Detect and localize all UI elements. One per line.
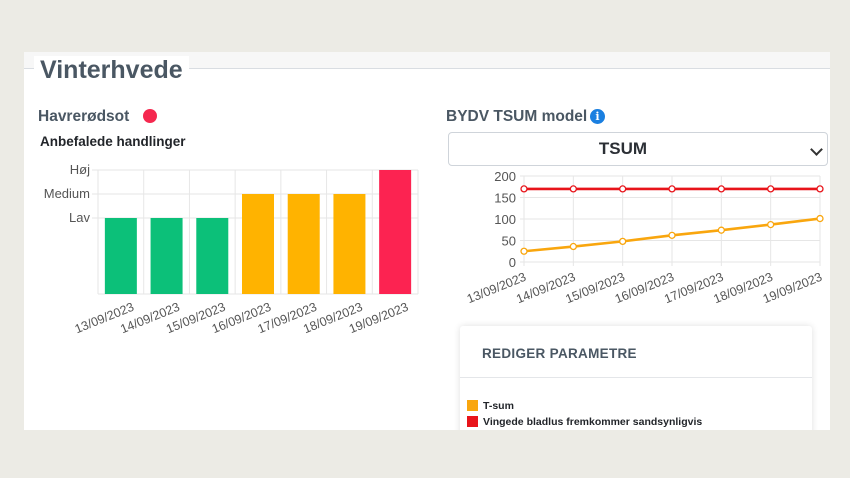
- legend-swatch-aphids: [467, 416, 478, 427]
- bar-13/09/2023: [104, 218, 137, 294]
- series-point-0: [668, 231, 676, 239]
- legend-item-tsum: T-sum: [467, 400, 514, 412]
- info-icon[interactable]: i: [590, 109, 605, 124]
- y-tick-label: 50: [502, 234, 516, 249]
- level-label: Medium: [44, 186, 90, 201]
- series-point-0: [619, 237, 627, 246]
- series-point-1: [717, 185, 725, 193]
- bar-17/09/2023: [287, 194, 320, 294]
- bar-15/09/2023: [196, 218, 229, 294]
- bar-19/09/2023: [379, 170, 412, 294]
- level-label: Høj: [70, 162, 90, 177]
- y-tick-label: 0: [509, 255, 516, 270]
- model-select-value: TSUM: [598, 139, 648, 158]
- y-tick-label: 200: [494, 169, 516, 184]
- series-point-1: [619, 185, 627, 193]
- series-point-0: [520, 247, 528, 255]
- series-point-1: [569, 185, 577, 193]
- tsum-chart: 05010015020013/09/202314/09/202315/09/20…: [465, 169, 824, 306]
- top-strip: [24, 52, 830, 68]
- series-point-0: [816, 214, 824, 223]
- card-header[interactable]: REDIGER PARAMETRE: [460, 326, 812, 378]
- edit-parameters-card: REDIGER PARAMETRE T-sum Vingede bladlus …: [460, 326, 812, 430]
- series-point-0: [767, 220, 775, 229]
- chevron-down-icon: [810, 143, 823, 156]
- model-title: BYDV TSUM model: [446, 108, 588, 125]
- y-tick-label: 100: [494, 212, 516, 227]
- series-point-1: [816, 185, 824, 193]
- bar-14/09/2023: [150, 218, 183, 294]
- legend-label-tsum: T-sum: [483, 400, 514, 412]
- model-select[interactable]: TSUM: [448, 132, 828, 166]
- level-label: Lav: [69, 210, 90, 225]
- page-title: Vinterhvede: [34, 56, 189, 85]
- series-point-0: [717, 226, 725, 234]
- series-point-0: [569, 242, 577, 251]
- card-title: REDIGER PARAMETRE: [482, 346, 637, 361]
- legend-label-aphids: Vingede bladlus fremkommer sandsynligvis: [483, 416, 703, 428]
- fieldset-border: [24, 68, 830, 69]
- legend-swatch-tsum: [467, 400, 478, 411]
- legend-item-aphids: Vingede bladlus fremkommer sandsynligvis: [467, 416, 702, 428]
- disease-name: Havrerødsot: [38, 108, 130, 125]
- recommendations-title: Anbefalede handlinger: [40, 134, 186, 149]
- bar-18/09/2023: [333, 194, 366, 294]
- y-tick-label: 150: [494, 191, 516, 206]
- recommendations-chart: LavMediumHøj13/09/202314/09/202315/09/20…: [44, 162, 419, 336]
- series-point-1: [520, 185, 528, 193]
- disease-status-dot: [143, 109, 157, 123]
- series-point-1: [668, 185, 676, 193]
- bar-16/09/2023: [242, 194, 274, 294]
- main-panel: Vinterhvede Havrerødsot Anbefalede handl…: [24, 52, 830, 430]
- series-point-1: [767, 185, 775, 193]
